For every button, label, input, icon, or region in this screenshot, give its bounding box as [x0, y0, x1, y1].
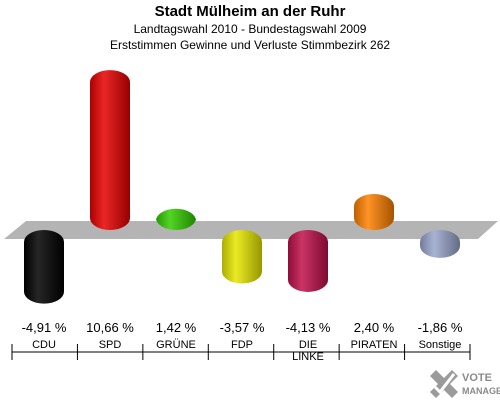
bar-sonstige	[420, 230, 460, 258]
category-label: DIE	[299, 339, 317, 351]
value-label: 1,42 %	[156, 320, 197, 335]
vote-manager-logo: VOTE MANAGER	[430, 370, 500, 398]
svg-text:MANAGER: MANAGER	[462, 386, 500, 396]
value-label: -3,57 %	[220, 320, 265, 335]
value-label: -4,13 %	[286, 320, 331, 335]
bar-fdp	[222, 230, 262, 284]
category-label: LINKE	[292, 351, 324, 363]
category-label: GRÜNE	[156, 339, 196, 351]
category-label: PIRATEN	[351, 339, 398, 351]
value-label: 10,66 %	[86, 320, 134, 335]
chart-subtitle-election: Landtagswahl 2010 - Bundestagswahl 2009	[133, 22, 367, 36]
bar-spd	[90, 70, 130, 230]
value-label: 2,40 %	[354, 320, 395, 335]
bar-cdu	[24, 230, 64, 304]
category-label: SPD	[99, 339, 122, 351]
bar-piraten	[354, 194, 394, 230]
category-label: CDU	[32, 339, 56, 351]
category-label: Sonstige	[419, 339, 462, 351]
value-label: -1,86 %	[418, 320, 463, 335]
category-label: FDP	[231, 339, 253, 351]
bar-die-linke	[288, 230, 328, 292]
chart-subtitle-district: Erststimmen Gewinne und Verluste Stimmbe…	[109, 38, 391, 52]
value-label: -4,91 %	[22, 320, 67, 335]
bar-grüne	[156, 208, 196, 230]
chart-title: Stadt Mülheim an der Ruhr	[154, 3, 346, 20]
svg-text:VOTE: VOTE	[462, 372, 492, 384]
